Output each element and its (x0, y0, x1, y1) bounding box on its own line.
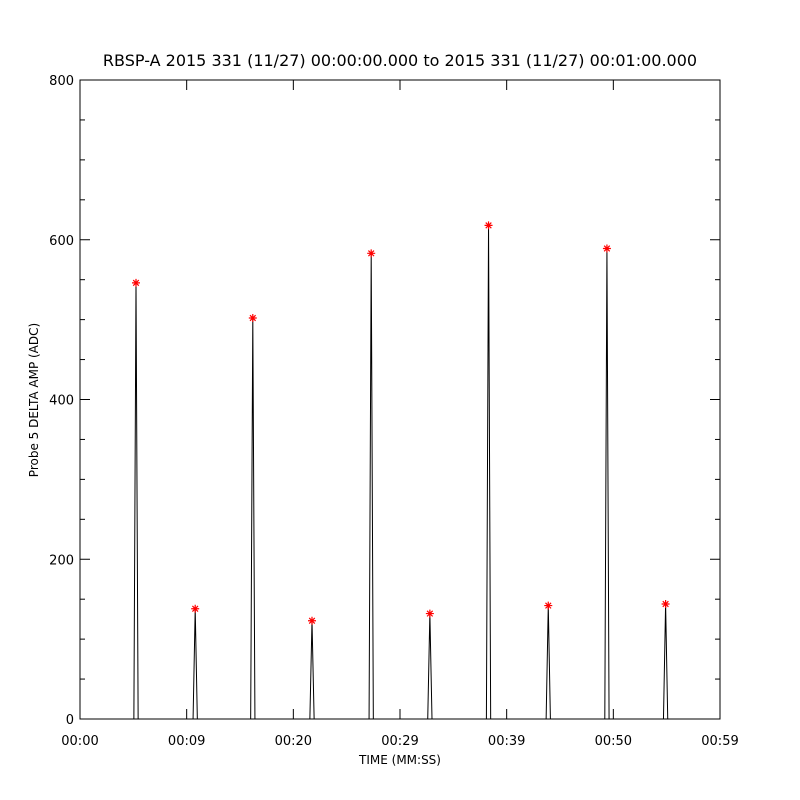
y-tick-label: 600 (49, 234, 74, 249)
peak-marker (544, 601, 553, 610)
plot-frame (79, 79, 721, 720)
y-tick-label: 400 (49, 394, 74, 409)
peak-marker (484, 221, 493, 230)
peak-marker (132, 278, 140, 287)
peak-marker (602, 244, 611, 253)
peak-marker (661, 599, 670, 608)
y-tick-label: 0 (66, 713, 74, 728)
x-tick-label: 00:50 (595, 734, 632, 749)
x-tick-label: 00:09 (168, 734, 205, 749)
peak-marker (425, 609, 434, 618)
x-tick-label: 00:59 (701, 734, 738, 749)
peak-marker (191, 604, 200, 613)
y-tick-label: 800 (49, 74, 74, 89)
peak-marker (367, 249, 376, 258)
data-line (80, 225, 720, 720)
x-axis-label: TIME (MM:SS) (358, 753, 441, 767)
peak-marker (308, 616, 316, 625)
y-axis-label: Probe 5 DELTA AMP (ADC) (27, 323, 41, 477)
y-tick-label: 200 (49, 553, 74, 568)
x-tick-label: 00:00 (61, 734, 98, 749)
x-tick-label: 00:29 (381, 734, 418, 749)
x-tick-label: 00:20 (275, 734, 312, 749)
peak-marker (248, 314, 257, 323)
x-tick-label: 00:39 (488, 734, 525, 749)
chart-title: RBSP-A 2015 331 (11/27) 00:00:00.000 to … (103, 51, 697, 70)
